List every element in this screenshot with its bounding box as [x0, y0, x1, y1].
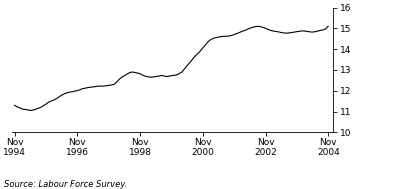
Text: %: % [368, 0, 377, 2]
Text: Source: Labour Force Survey.: Source: Labour Force Survey. [4, 180, 127, 189]
